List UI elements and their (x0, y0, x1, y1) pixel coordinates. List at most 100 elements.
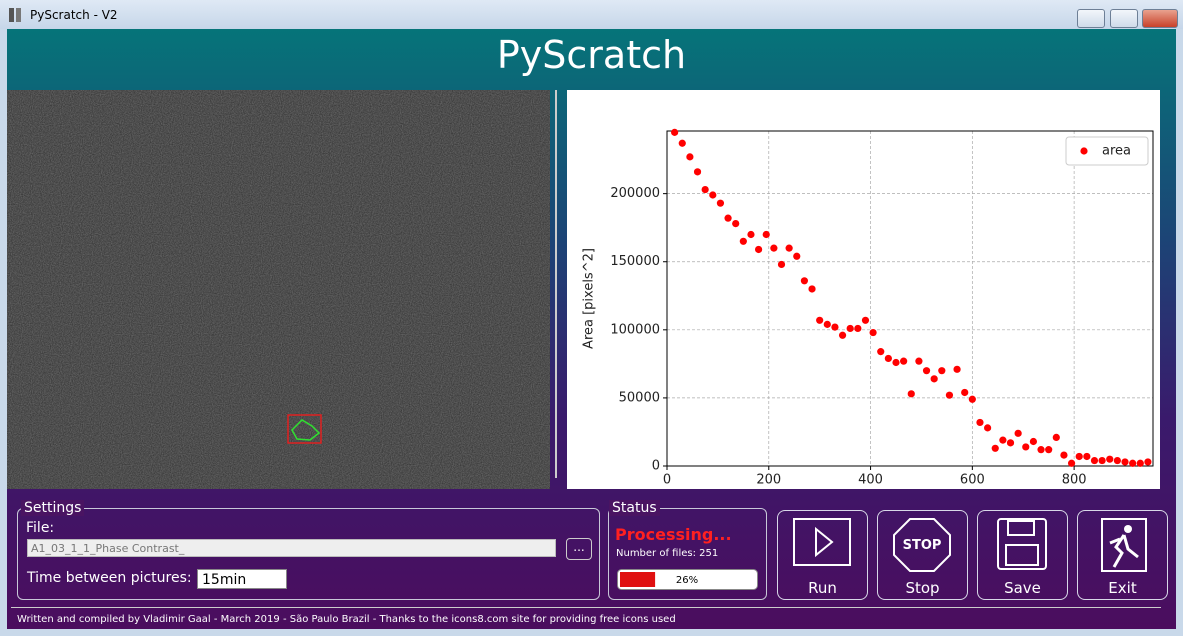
data-point (701, 185, 709, 194)
footer-rule (11, 607, 1161, 608)
data-point (686, 153, 694, 161)
data-point (968, 395, 976, 403)
data-point (1067, 459, 1076, 467)
app-title: PyScratch (496, 33, 687, 77)
x-tick-label: 800 (1062, 473, 1087, 488)
x-tick-label: 200 (756, 473, 781, 488)
data-point (884, 354, 892, 363)
data-point (1098, 456, 1106, 465)
data-point (709, 191, 717, 199)
data-point (755, 245, 763, 254)
stop-button[interactable]: STOP Stop (877, 510, 968, 600)
data-point (777, 260, 786, 269)
data-point (1022, 443, 1030, 451)
data-point (1136, 459, 1144, 467)
data-point (693, 168, 702, 176)
minimize-button[interactable] (1077, 9, 1105, 28)
data-point (785, 244, 793, 252)
data-point (861, 316, 870, 324)
data-point (854, 324, 862, 333)
data-point (1083, 452, 1091, 461)
data-point (770, 244, 778, 252)
data-point (846, 324, 854, 333)
data-point (831, 323, 839, 331)
progress-fill (620, 572, 656, 587)
data-point (953, 365, 961, 373)
run-button[interactable]: Run (777, 510, 868, 600)
data-point (1121, 458, 1129, 466)
data-point (976, 418, 984, 427)
settings-title: Settings (21, 500, 85, 516)
data-point (1090, 456, 1099, 465)
data-point (930, 375, 938, 383)
exit-label: Exit (1108, 579, 1137, 597)
exit-button[interactable]: Exit (1077, 510, 1168, 600)
close-button[interactable] (1142, 9, 1178, 28)
data-point (724, 214, 732, 222)
y-axis-label: Area [pixels^2] (582, 248, 597, 349)
status-state: Processing... (615, 525, 732, 544)
data-point (1075, 452, 1083, 461)
data-point (816, 316, 824, 324)
save-label: Save (1004, 579, 1041, 597)
y-tick-label: 50000 (619, 390, 660, 405)
data-point (1014, 429, 1022, 437)
interval-spinbox[interactable]: 15min (197, 569, 287, 589)
browse-button[interactable]: ... (566, 538, 592, 560)
status-group (608, 508, 767, 600)
data-point (1144, 458, 1152, 466)
data-point (1052, 433, 1060, 442)
data-point (961, 388, 969, 397)
data-point (1129, 459, 1137, 467)
data-point (938, 367, 946, 375)
title-bar: PyScratch - V2 (0, 0, 1183, 29)
save-button[interactable]: Save (977, 510, 1068, 600)
file-label: File: (26, 520, 55, 536)
data-point (999, 436, 1007, 444)
app-icon (9, 8, 21, 22)
stop-label: Stop (905, 579, 940, 597)
legend-box (1065, 136, 1149, 166)
data-point (915, 357, 923, 365)
x-tick-label: 600 (960, 473, 985, 488)
chart: 0500001000001500002000000200400600800Tim… (567, 90, 1160, 489)
data-point (747, 230, 755, 239)
run-label: Run (808, 579, 837, 597)
y-tick-label: 100000 (610, 322, 660, 337)
data-point (877, 348, 885, 356)
data-point (678, 139, 686, 147)
legend-label: area (1102, 144, 1131, 159)
data-point (869, 328, 877, 337)
data-point (991, 444, 999, 452)
data-point (732, 220, 740, 228)
x-tick-label: 0 (663, 473, 671, 488)
data-point (907, 390, 915, 398)
data-point (762, 230, 770, 239)
x-tick-label: 400 (858, 473, 883, 488)
data-point (892, 358, 900, 367)
data-point (800, 277, 809, 285)
progress-bar: 26% (617, 569, 758, 590)
data-point (716, 199, 725, 207)
data-point (793, 252, 801, 260)
data-point (1006, 439, 1015, 447)
data-point (945, 391, 954, 399)
settings-group (17, 508, 600, 600)
window-title: PyScratch - V2 (30, 8, 118, 22)
data-point (984, 424, 992, 432)
data-point (671, 128, 679, 136)
status-title: Status (609, 500, 660, 516)
splitter (555, 90, 557, 478)
svg-text:STOP: STOP (903, 538, 942, 553)
file-input[interactable]: A1_03_1_1_Phase Contrast_ (27, 539, 556, 557)
data-point (1029, 437, 1038, 446)
y-tick-label: 200000 (610, 186, 660, 201)
microscope-image (7, 90, 550, 489)
data-point (838, 331, 847, 339)
maximize-button[interactable] (1110, 9, 1138, 28)
progress-label: 26% (676, 575, 698, 586)
footer-text: Written and compiled by Vladimir Gaal - … (17, 614, 676, 625)
data-point (823, 320, 831, 328)
file-count: Number of files: 251 (616, 548, 719, 559)
